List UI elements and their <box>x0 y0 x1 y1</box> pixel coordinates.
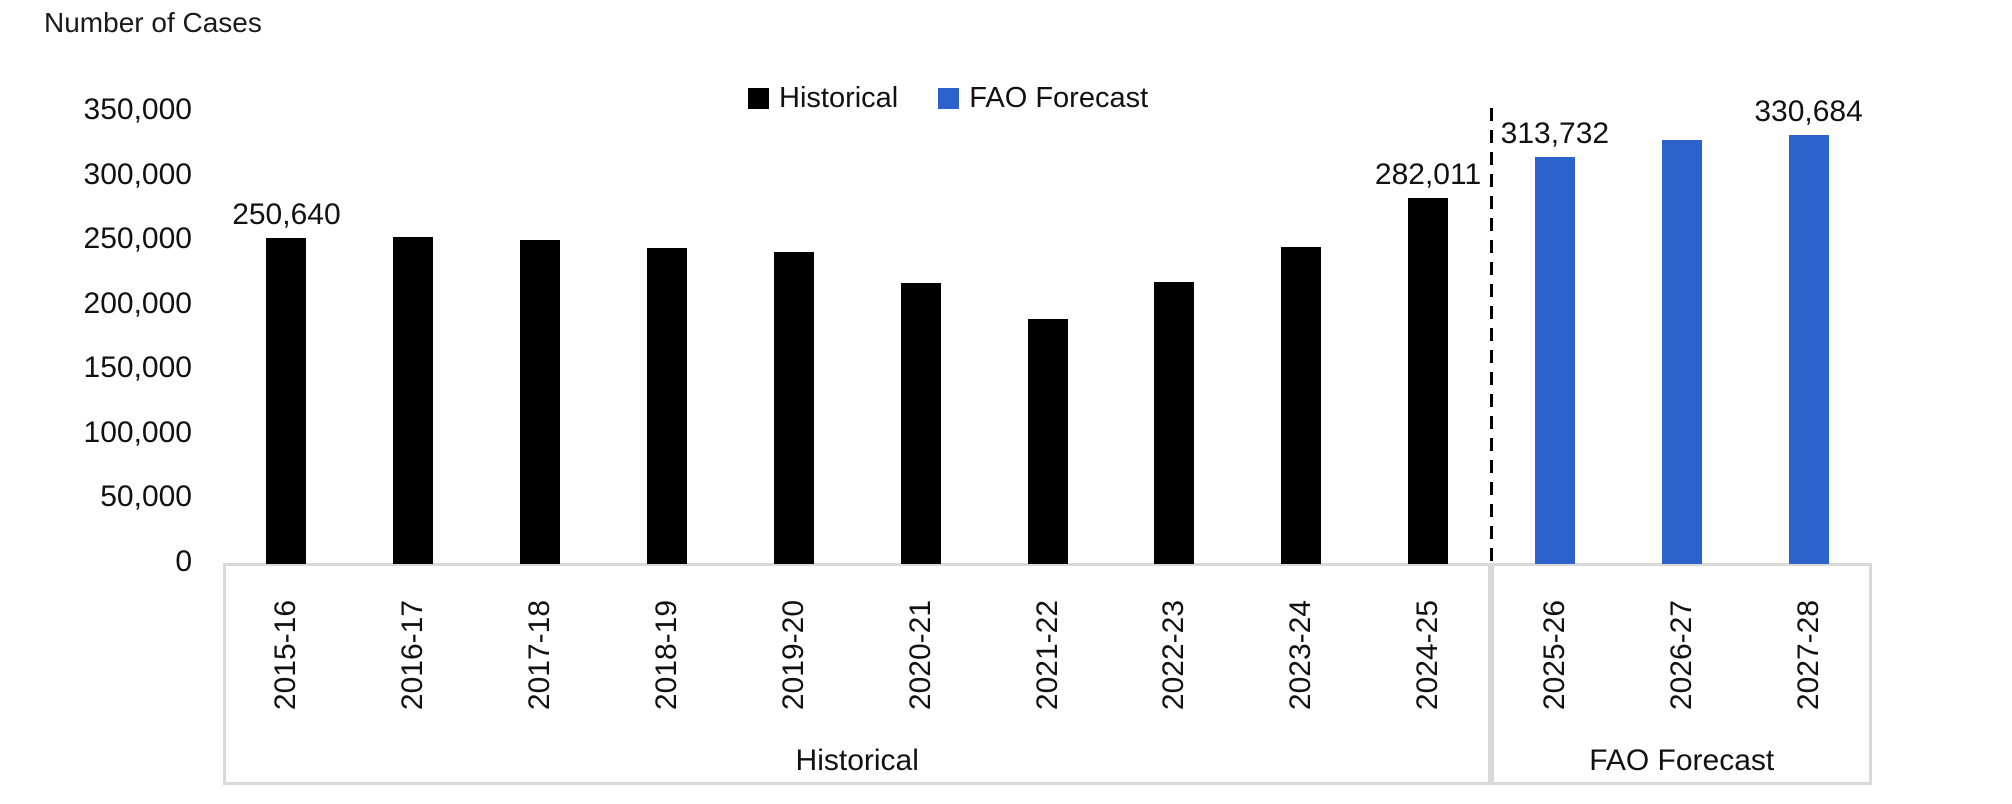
x-tick-label-2021-22: 2021-22 <box>1030 599 1064 711</box>
legend-swatch-historical <box>748 87 769 109</box>
bar-2019-20 <box>773 252 814 564</box>
bar-2022-23 <box>1154 281 1195 564</box>
data-label-2015-16: 250,640 <box>232 198 341 232</box>
category-frame <box>223 563 1492 785</box>
legend-label-fao-forecast: FAO Forecast <box>969 82 1149 114</box>
legend: Historical FAO Forecast <box>748 82 1148 114</box>
x-tick-label-2024-25: 2024-25 <box>1411 599 1445 711</box>
data-label-2027-28: 330,684 <box>1754 94 1863 128</box>
bar-2021-22 <box>1027 319 1068 564</box>
data-label-2025-26: 313,732 <box>1500 116 1610 150</box>
legend-label-historical: Historical <box>779 82 899 114</box>
bar-2016-17 <box>393 236 434 564</box>
bar-2018-19 <box>646 248 687 564</box>
bar-2020-21 <box>900 283 941 564</box>
y-tick-label: 50,000 <box>100 480 192 514</box>
chart-title: Number of Cases <box>44 7 262 38</box>
x-tick-label-2016-17: 2016-17 <box>396 599 430 711</box>
bar-2024-25 <box>1408 197 1449 564</box>
group-label-historical: Historical <box>795 744 919 777</box>
x-tick-label-2019-20: 2019-20 <box>776 599 810 711</box>
y-tick-label: 200,000 <box>83 286 192 320</box>
y-tick-label: 300,000 <box>83 157 192 191</box>
x-tick-label-2022-23: 2022-23 <box>1157 599 1191 711</box>
x-tick-label-2018-19: 2018-19 <box>649 599 683 711</box>
x-tick-label-2026-27: 2026-27 <box>1664 599 1698 711</box>
legend-swatch-fao-forecast <box>938 87 960 109</box>
legend-entry-historical: Historical <box>748 82 898 114</box>
data-label-2024-25: 282,011 <box>1374 157 1482 191</box>
bar-2025-26 <box>1534 156 1575 564</box>
x-tick-label-2020-21: 2020-21 <box>903 599 937 711</box>
bar-2027-28 <box>1788 134 1829 564</box>
y-tick-label: 350,000 <box>83 93 192 126</box>
y-tick-label: 250,000 <box>83 222 192 256</box>
forecast-divider-dashed-line <box>1489 108 1493 563</box>
bar-2026-27 <box>1661 139 1702 564</box>
group-label-fao-forecast: FAO Forecast <box>1589 744 1775 777</box>
y-tick-label: 100,000 <box>83 415 192 449</box>
x-tick-label-2017-18: 2017-18 <box>523 599 557 711</box>
x-tick-label-2027-28: 2027-28 <box>1791 599 1825 711</box>
x-tick-label-2015-16: 2015-16 <box>269 599 303 711</box>
bar-2023-24 <box>1281 246 1322 564</box>
category-frame <box>1491 563 1872 785</box>
bar-2015-16 <box>266 238 307 564</box>
y-tick-label: 0 <box>175 545 192 578</box>
legend-entry-fao-forecast: FAO Forecast <box>938 82 1148 114</box>
bar-2017-18 <box>520 240 561 564</box>
x-tick-label-2025-26: 2025-26 <box>1537 599 1571 711</box>
x-tick-label-2023-24: 2023-24 <box>1284 599 1318 711</box>
y-tick-label: 150,000 <box>83 351 192 385</box>
